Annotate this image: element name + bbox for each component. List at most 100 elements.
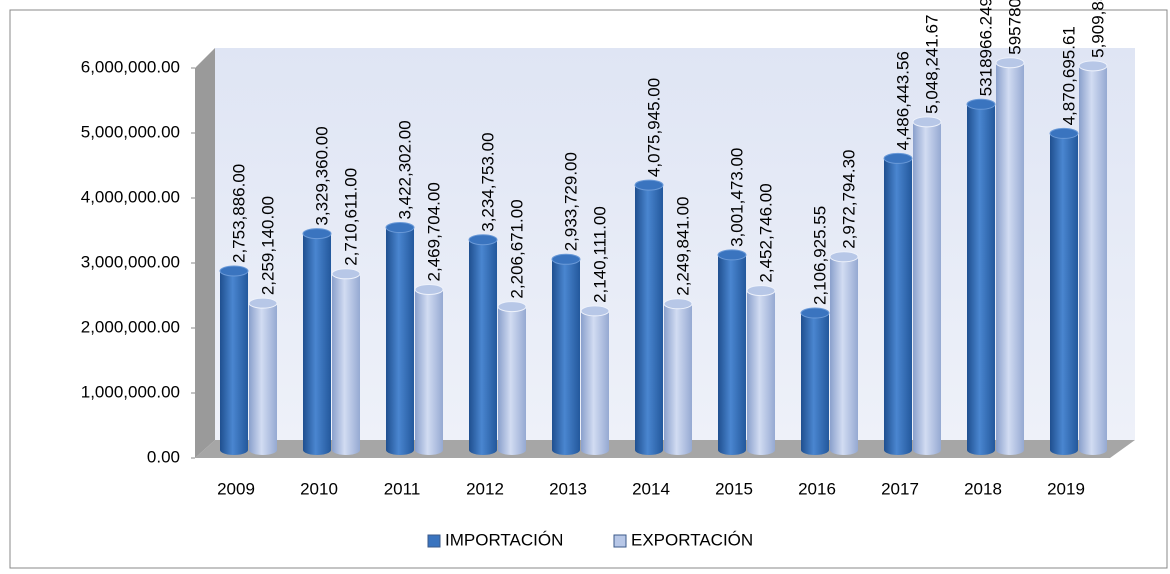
bar: [883, 152, 913, 455]
bar: [468, 234, 498, 455]
bar-body: [498, 306, 526, 450]
bar: [634, 179, 664, 455]
side-wall: [195, 48, 215, 458]
bar-top: [219, 265, 249, 277]
bar-top: [414, 283, 444, 295]
x-tick-label: 2009: [217, 479, 255, 498]
y-tick-label: 2,000,000.00: [81, 317, 180, 336]
value-label: 3,001,473.00: [727, 148, 746, 247]
bar-body: [747, 290, 775, 450]
value-label: 2,206,671.00: [507, 199, 526, 298]
x-tick-label: 2015: [715, 479, 753, 498]
bar-body: [830, 256, 858, 450]
bar-body: [581, 310, 609, 450]
bar-body: [415, 289, 443, 450]
bar: [414, 283, 444, 455]
bar-body: [249, 303, 277, 450]
bar-body: [967, 104, 995, 450]
bar-body: [664, 303, 692, 450]
value-label: 2,469,704.00: [424, 182, 443, 281]
value-label: 2,106,925.55: [810, 206, 829, 305]
y-tick-label: 3,000,000.00: [81, 252, 180, 271]
y-tick-label: 0.00: [147, 447, 180, 466]
bar-top: [800, 307, 830, 319]
value-label: 2,452,746.00: [756, 183, 775, 282]
legend-label: EXPORTACIÓN: [631, 530, 753, 549]
value-label: 2,259,140.00: [258, 196, 277, 295]
y-tick-label: 1,000,000.00: [81, 382, 180, 401]
bar-top: [966, 98, 996, 110]
bar-top: [746, 285, 776, 297]
bar-top: [580, 305, 610, 317]
bar-body: [635, 185, 663, 450]
value-label: 3,422,302.00: [395, 120, 414, 219]
x-tick-label: 2010: [300, 479, 338, 498]
bar-top: [663, 298, 693, 310]
bar-body: [996, 62, 1024, 451]
bar: [497, 301, 527, 455]
bar: [995, 57, 1025, 455]
value-label: 5,909,856.50: [1088, 0, 1107, 58]
value-label: 4,075,945.00: [644, 78, 663, 177]
bar-top: [883, 152, 913, 164]
x-tick-label: 2011: [384, 479, 421, 498]
x-tick-label: 2016: [798, 479, 836, 498]
bar-body: [303, 233, 331, 450]
x-tick-label: 2017: [881, 479, 919, 498]
value-label: 5318966.249: [976, 0, 995, 96]
value-label: 2,140,111.00: [590, 206, 609, 303]
bar-top: [468, 234, 498, 246]
bar-body: [386, 227, 414, 450]
y-tick-label: 4,000,000.00: [81, 187, 180, 206]
bar-body: [1079, 65, 1107, 451]
bar-body: [718, 254, 746, 450]
value-label: 5957807.73: [1005, 0, 1024, 55]
value-label: 2,710,611.00: [341, 168, 360, 266]
value-label: 2,249,841.00: [673, 196, 692, 295]
bar: [800, 307, 830, 455]
value-label: 2,753,886.00: [229, 164, 248, 263]
bar-top: [717, 249, 747, 261]
bar-top: [497, 301, 527, 313]
value-label: 3,234,753.00: [478, 132, 497, 231]
value-label: 2,933,729.00: [561, 152, 580, 251]
bar-body: [884, 158, 912, 450]
value-label: 5,048,241.67: [922, 15, 941, 114]
y-tick-label: 6,000,000.00: [81, 57, 180, 76]
bar: [1078, 60, 1108, 455]
value-label: 4,486,443.56: [893, 51, 912, 150]
value-label: 2,972,794.30: [839, 150, 858, 249]
bar: [829, 251, 859, 455]
bar-top: [829, 251, 859, 263]
legend: IMPORTACIÓN EXPORTACIÓN: [427, 530, 753, 549]
bar-top: [385, 222, 415, 234]
bar-body: [469, 239, 497, 450]
value-label: 4,870,695.61: [1059, 26, 1078, 125]
bar-body: [552, 259, 580, 450]
y-tick-label: 5,000,000.00: [81, 122, 180, 141]
bar: [1049, 127, 1079, 455]
bar-top: [912, 116, 942, 128]
bar-body: [1050, 133, 1078, 450]
bar-top: [302, 228, 332, 240]
bar-top: [1078, 60, 1108, 72]
bar-body: [913, 121, 941, 450]
bar-top: [248, 297, 278, 309]
bar: [248, 297, 278, 455]
bar: [580, 305, 610, 455]
x-tick-label: 2019: [1047, 479, 1085, 498]
bar-top: [331, 268, 361, 280]
x-tick-label: 2014: [632, 479, 670, 498]
bar-top: [551, 253, 581, 265]
bar-top: [634, 179, 664, 191]
bar: [302, 228, 332, 455]
bar: [966, 98, 996, 455]
bar: [746, 285, 776, 455]
bar-body: [801, 313, 829, 450]
value-label: 3,329,360.00: [312, 126, 331, 225]
legend-label: IMPORTACIÓN: [445, 530, 563, 549]
bar-top: [1049, 127, 1079, 139]
bar-body: [332, 273, 360, 450]
bar: [219, 265, 249, 455]
